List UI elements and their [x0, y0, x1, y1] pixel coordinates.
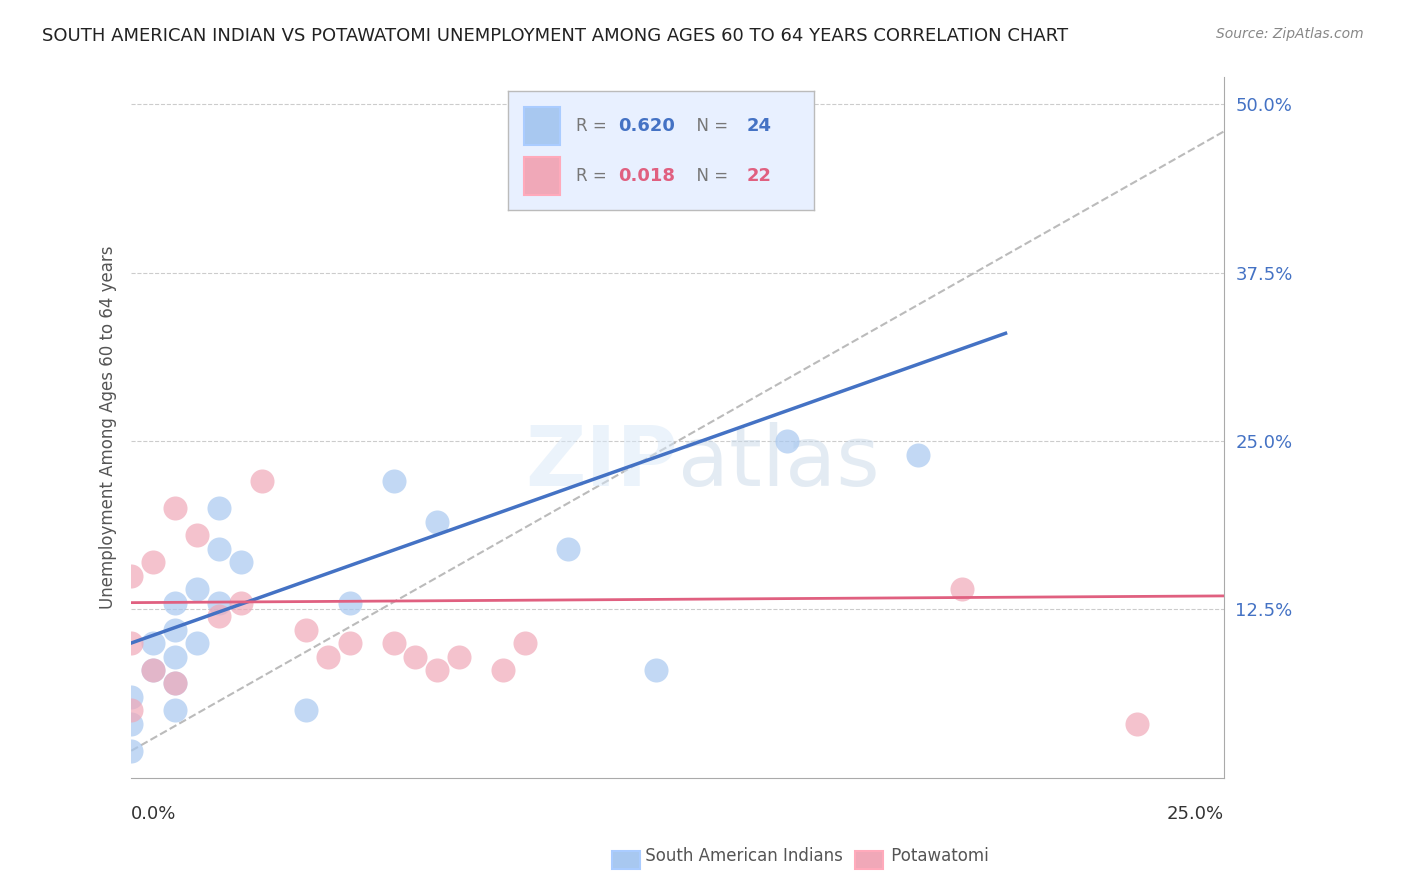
- Point: [644, 663, 666, 677]
- Point: [776, 434, 799, 448]
- Point: [382, 636, 405, 650]
- Point: [186, 582, 208, 597]
- Point: [950, 582, 973, 597]
- Point: [316, 649, 339, 664]
- Point: [163, 501, 186, 516]
- Text: 25.0%: 25.0%: [1167, 805, 1225, 823]
- Text: Source: ZipAtlas.com: Source: ZipAtlas.com: [1216, 27, 1364, 41]
- Point: [513, 636, 536, 650]
- Text: ZIP: ZIP: [526, 422, 678, 503]
- Point: [142, 663, 165, 677]
- Point: [426, 663, 449, 677]
- Point: [492, 663, 515, 677]
- Point: [186, 528, 208, 542]
- Point: [142, 636, 165, 650]
- Point: [339, 596, 361, 610]
- Point: [120, 716, 142, 731]
- Point: [252, 475, 274, 489]
- Point: [449, 649, 471, 664]
- Point: [120, 690, 142, 704]
- Point: [163, 623, 186, 637]
- Point: [163, 649, 186, 664]
- Point: [120, 744, 142, 758]
- Point: [229, 555, 252, 569]
- Point: [163, 596, 186, 610]
- Text: atlas: atlas: [678, 422, 879, 503]
- Point: [120, 568, 142, 582]
- Point: [295, 703, 318, 717]
- Text: SOUTH AMERICAN INDIAN VS POTAWATOMI UNEMPLOYMENT AMONG AGES 60 TO 64 YEARS CORRE: SOUTH AMERICAN INDIAN VS POTAWATOMI UNEM…: [42, 27, 1069, 45]
- Point: [208, 541, 231, 556]
- Point: [163, 703, 186, 717]
- Point: [295, 623, 318, 637]
- Text: South American Indians: South American Indians: [619, 847, 842, 865]
- Text: Potawatomi: Potawatomi: [865, 847, 988, 865]
- Point: [229, 596, 252, 610]
- Point: [426, 515, 449, 529]
- Point: [208, 501, 231, 516]
- Point: [339, 636, 361, 650]
- Point: [142, 663, 165, 677]
- Point: [907, 448, 929, 462]
- Point: [120, 636, 142, 650]
- Point: [163, 676, 186, 690]
- Point: [557, 541, 579, 556]
- Point: [208, 609, 231, 624]
- Point: [382, 475, 405, 489]
- Point: [142, 555, 165, 569]
- Point: [163, 676, 186, 690]
- Text: 0.0%: 0.0%: [131, 805, 177, 823]
- Point: [1125, 716, 1147, 731]
- Point: [186, 636, 208, 650]
- Point: [208, 596, 231, 610]
- Y-axis label: Unemployment Among Ages 60 to 64 years: Unemployment Among Ages 60 to 64 years: [100, 246, 117, 609]
- Point: [120, 703, 142, 717]
- Point: [404, 649, 426, 664]
